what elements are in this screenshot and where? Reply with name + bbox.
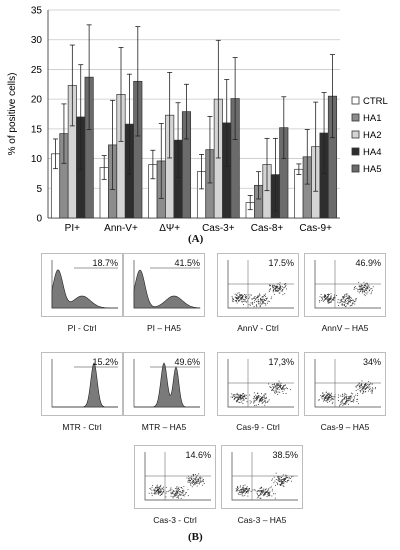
x-tick-label: Ann-V+	[104, 223, 138, 234]
scatter-plot	[231, 452, 298, 501]
y-tick-label: 25	[31, 65, 43, 76]
panel-b-label: (B)	[188, 531, 203, 543]
histogram-plot	[133, 359, 200, 408]
x-tick-label: Cas-9+	[299, 223, 332, 234]
legend-swatch	[351, 164, 360, 173]
gate-percentage: 14.6%	[185, 450, 211, 460]
y-tick-label: 0	[36, 214, 42, 225]
y-tick-label: 30	[31, 35, 43, 46]
plot-axes	[231, 452, 298, 501]
legend-swatch	[351, 147, 360, 156]
scatter-plot	[227, 359, 294, 408]
flow-dotplot: 34%	[304, 352, 386, 416]
quadrant-gate	[228, 359, 294, 407]
quadrant-gate	[145, 452, 211, 500]
legend-swatch	[351, 130, 360, 139]
flow-histogram: 49.6%	[123, 352, 205, 416]
panel-caption: AnnV - Ctrl	[237, 323, 279, 333]
scatter-dots	[230, 380, 291, 406]
panel-a-label: (A)	[188, 233, 204, 245]
x-tick-label: Cas-8+	[251, 223, 284, 234]
flow-dotplot: 14.6%	[134, 445, 216, 509]
plot-axes	[314, 260, 381, 309]
panel-caption: Cas-9 – HA5	[320, 422, 370, 432]
flow-dotplot: 38.5%	[221, 445, 303, 509]
panel-caption: Cas-3 - Ctrl	[153, 515, 197, 525]
quadrant-gate	[315, 359, 381, 407]
y-axis-label: % of positive cells)	[7, 73, 18, 156]
y-tick-label: 10	[31, 154, 43, 165]
scatter-dots	[231, 282, 287, 308]
legend-label: HA4	[363, 147, 381, 158]
flow-dotplot: 46.9%	[304, 253, 386, 317]
scatter-dots	[318, 380, 376, 407]
gate-percentage: 17,3%	[268, 357, 294, 367]
quadrant-gate	[315, 260, 381, 308]
gate-percentage: 15.2%	[92, 357, 118, 367]
plot-axes	[227, 260, 294, 309]
scatter-dots	[148, 473, 205, 499]
y-tick-label: 15	[31, 124, 43, 135]
plot-axes	[227, 359, 294, 408]
y-tick-label: 20	[31, 95, 43, 106]
histogram-curve	[134, 362, 200, 408]
panel-caption: PI – HA5	[146, 323, 182, 333]
plot-axes	[144, 452, 211, 501]
scatter-plot	[314, 359, 381, 408]
histogram-curve	[52, 362, 118, 408]
panel-caption: PI - Ctrl	[67, 323, 97, 333]
legend-label: CTRL	[363, 96, 388, 107]
quadrant-gate	[228, 260, 294, 308]
flow-histogram: 18.7%	[41, 253, 123, 317]
legend-label: HA5	[363, 164, 381, 175]
y-tick-label: 5	[36, 184, 42, 195]
histogram-plot	[133, 260, 201, 309]
legend-swatch	[351, 96, 360, 105]
legend-swatch	[351, 113, 360, 122]
flow-dotplot: 17,3%	[217, 352, 299, 416]
legend-label: HA1	[363, 113, 381, 124]
flow-histogram: 15.2%	[41, 352, 123, 416]
plot-axes	[314, 359, 381, 408]
quadrant-gate	[232, 452, 298, 500]
panel-caption: MTR - Ctrl	[62, 422, 102, 432]
bar	[294, 168, 304, 219]
scatter-plot	[314, 260, 381, 309]
flow-dotplot: 17.5%	[217, 253, 299, 317]
gate-percentage: 17.5%	[268, 258, 294, 268]
gate-percentage: 49.6%	[174, 357, 200, 367]
scatter-plot	[227, 260, 294, 309]
histogram-curve	[133, 269, 201, 309]
scatter-plot	[144, 452, 211, 501]
scatter-dots	[235, 472, 294, 499]
panel-caption: Cas-9 - Ctrl	[236, 422, 280, 432]
legend-label: HA2	[363, 130, 381, 141]
y-tick-label: 35	[31, 6, 43, 17]
x-tick-label: PI+	[65, 223, 80, 234]
panel-caption: AnnV – HA5	[321, 323, 369, 333]
histogram-plot	[51, 260, 118, 309]
histogram-plot	[51, 359, 118, 408]
histogram-curve	[51, 269, 118, 309]
gate-percentage: 34%	[362, 357, 381, 367]
flow-histogram: 41.5%	[123, 253, 205, 317]
gate-percentage: 41.5%	[174, 258, 200, 268]
x-tick-label: ΔΨ+	[159, 223, 180, 234]
gate-percentage: 46.9%	[355, 258, 381, 268]
bar-chart: 0 5 10 15 20 25 30 35 % of positive cells) PI+ Ann…	[7, 6, 388, 235]
gate-percentage: 38.5%	[272, 450, 298, 460]
panel-caption: MTR – HA5	[141, 422, 187, 432]
x-tick-label: Cas-3+	[202, 223, 235, 234]
panel-caption: Cas-3 – HA5	[237, 515, 287, 525]
gate-percentage: 18.7%	[92, 258, 118, 268]
scatter-dots	[319, 281, 374, 307]
